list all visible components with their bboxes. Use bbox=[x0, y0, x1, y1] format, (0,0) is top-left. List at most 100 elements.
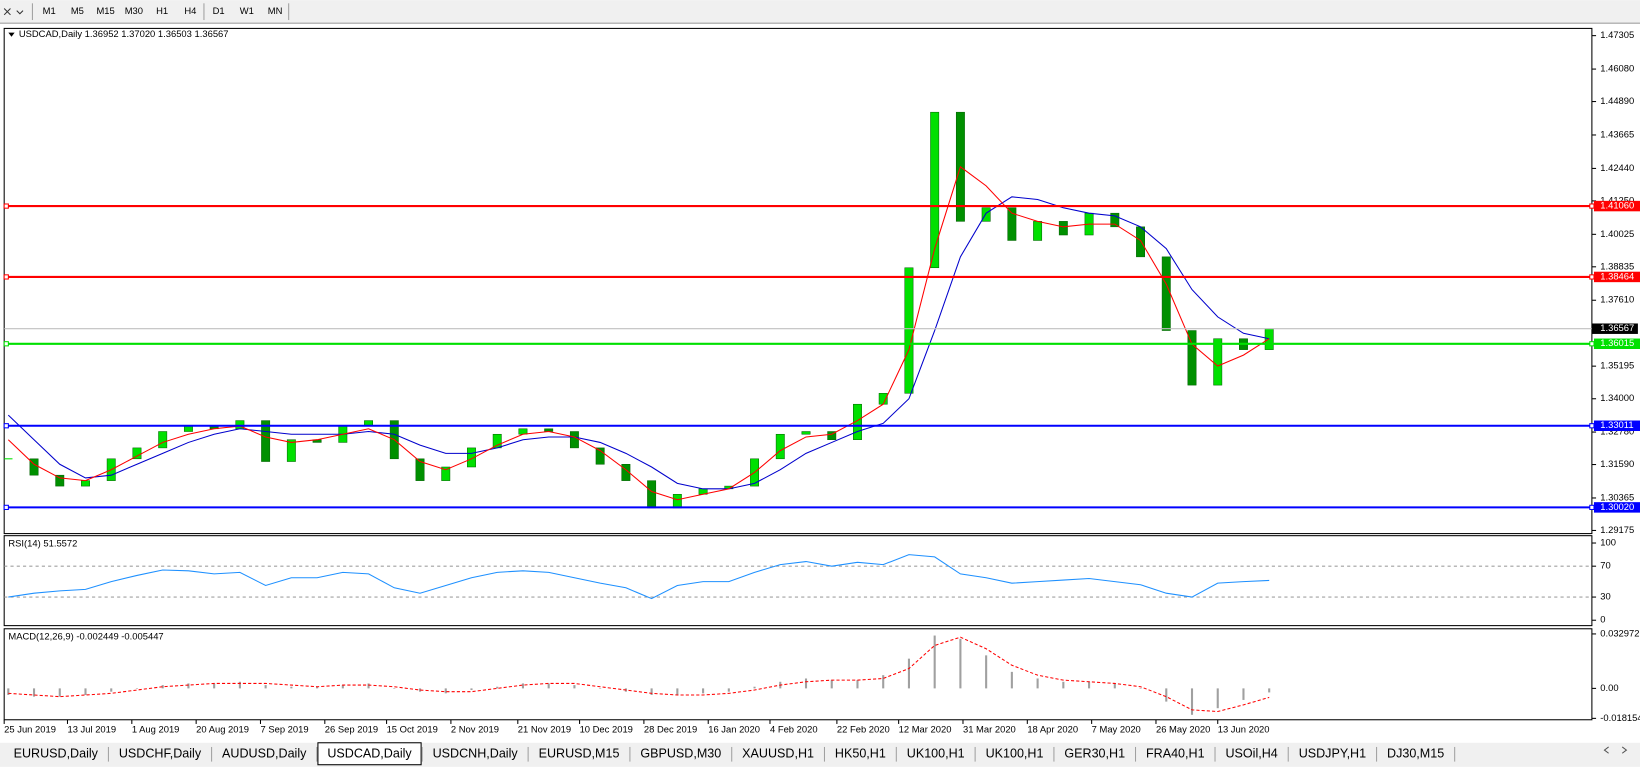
macd-bar bbox=[7, 688, 10, 695]
level-handle bbox=[1589, 203, 1595, 209]
tab-label[interactable]: GBPUSD,M30 bbox=[640, 747, 721, 761]
tab-label[interactable]: UK100,H1 bbox=[986, 747, 1044, 761]
y-tick-label: -0.018154 bbox=[1600, 712, 1640, 723]
tab[interactable] bbox=[976, 744, 1053, 764]
level-box bbox=[1593, 420, 1640, 431]
tab[interactable] bbox=[897, 744, 975, 764]
timeframe-button[interactable]: D1 bbox=[213, 5, 225, 16]
timeframe-button[interactable]: MN bbox=[268, 5, 283, 16]
x-tick-label: 13 Jul 2019 bbox=[67, 724, 116, 735]
x-tick-label: 13 Jun 2020 bbox=[1218, 724, 1270, 735]
tab[interactable] bbox=[317, 742, 422, 766]
macd-bar bbox=[856, 680, 859, 689]
y-tick-label: 1.46080 bbox=[1600, 63, 1634, 74]
tab-label[interactable]: EURUSD,M15 bbox=[539, 747, 620, 761]
tab[interactable] bbox=[423, 744, 528, 764]
y-tick-label: 1.44890 bbox=[1600, 95, 1634, 106]
tab[interactable] bbox=[4, 744, 108, 764]
level-label: 1.33011 bbox=[1600, 419, 1633, 430]
macd-bar bbox=[290, 686, 293, 689]
tab-label[interactable]: USOil,H4 bbox=[1225, 747, 1277, 761]
x-tick-label: 25 Jun 2019 bbox=[4, 724, 56, 735]
tab[interactable] bbox=[630, 744, 731, 764]
macd-bar bbox=[1268, 688, 1271, 693]
candle bbox=[930, 111, 940, 269]
macd-bar bbox=[418, 688, 422, 692]
level-handle bbox=[3, 341, 9, 347]
tab[interactable] bbox=[825, 744, 896, 764]
macd-signal bbox=[8, 636, 1270, 713]
level-label: 1.41060 bbox=[1600, 200, 1634, 211]
y-tick-label: 1.29175 bbox=[1600, 524, 1634, 535]
macd-bar bbox=[933, 635, 936, 689]
tab-label[interactable]: GER30,H1 bbox=[1064, 747, 1125, 761]
x-tick-label: 26 Sep 2019 bbox=[325, 724, 378, 735]
macd-bar bbox=[985, 655, 988, 689]
macd-bar bbox=[238, 681, 241, 689]
tab-label[interactable]: USDCHF,Daily bbox=[119, 747, 202, 761]
macd-bar bbox=[882, 675, 885, 689]
toolbar-icon[interactable] bbox=[3, 8, 24, 16]
level-handle bbox=[1589, 274, 1595, 280]
tab[interactable] bbox=[1054, 744, 1135, 764]
tab-scroll[interactable] bbox=[1603, 746, 1628, 754]
macd-bar bbox=[830, 680, 833, 689]
tab-label[interactable]: USDJPY,H1 bbox=[1299, 747, 1366, 761]
x-tick-label: 1 Aug 2019 bbox=[132, 724, 180, 735]
level-handle bbox=[3, 274, 9, 280]
timeframe-button[interactable]: M15 bbox=[96, 5, 114, 16]
tab-label[interactable]: UK100,H1 bbox=[907, 747, 965, 761]
tab[interactable] bbox=[109, 744, 211, 764]
macd-bar bbox=[393, 688, 396, 689]
macd-bar bbox=[1036, 678, 1039, 689]
candle bbox=[981, 207, 991, 222]
candle bbox=[55, 474, 65, 487]
level-box bbox=[1593, 200, 1640, 212]
tab[interactable] bbox=[1377, 744, 1454, 764]
macd-bar bbox=[702, 688, 705, 694]
tab[interactable] bbox=[212, 744, 316, 764]
level-handle bbox=[3, 423, 9, 429]
timeframe-button[interactable]: W1 bbox=[240, 5, 254, 16]
tab-label[interactable]: EURUSD,Daily bbox=[14, 747, 99, 761]
macd-bar bbox=[1190, 688, 1194, 715]
candle bbox=[81, 480, 90, 487]
y-tick-label: 100 bbox=[1600, 537, 1616, 548]
x-tick-label: 15 Oct 2019 bbox=[387, 724, 438, 735]
tab-label[interactable]: XAUUSD,H1 bbox=[742, 747, 814, 761]
tab-label[interactable]: DJ30,M15 bbox=[1387, 747, 1444, 761]
timeframe-button[interactable]: H4 bbox=[184, 5, 196, 16]
tab[interactable] bbox=[1216, 744, 1288, 764]
x-tick-label: 21 Nov 2019 bbox=[518, 724, 571, 735]
tab-label[interactable]: USDCAD,Daily bbox=[327, 747, 412, 761]
macd-bar bbox=[1010, 671, 1013, 689]
tab-label[interactable]: USDCNH,Daily bbox=[433, 747, 519, 761]
timeframe-button[interactable]: M5 bbox=[71, 5, 84, 16]
symbol-menu[interactable] bbox=[8, 32, 15, 37]
y-tick-label: 1.43665 bbox=[1600, 128, 1634, 139]
timeframe-button[interactable]: H1 bbox=[156, 5, 168, 16]
y-tick-label: 0.00 bbox=[1600, 682, 1618, 693]
macd-bar bbox=[187, 683, 190, 689]
macd-bar bbox=[1139, 688, 1142, 689]
macd-bar bbox=[1113, 683, 1116, 689]
tab[interactable] bbox=[1136, 744, 1214, 764]
tab-label[interactable]: FRA40,H1 bbox=[1146, 747, 1205, 761]
tab-label[interactable]: HK50,H1 bbox=[835, 747, 886, 761]
level-label: 1.36015 bbox=[1600, 337, 1634, 348]
candle bbox=[1213, 338, 1223, 386]
rsi-title: RSI(14) 51.5572 bbox=[8, 538, 77, 549]
macd-bar bbox=[1216, 688, 1219, 709]
tab[interactable] bbox=[529, 744, 629, 764]
level-label: 1.30020 bbox=[1600, 501, 1634, 512]
level-handle bbox=[1589, 423, 1595, 429]
macd-bar bbox=[959, 638, 962, 689]
timeframe-button[interactable]: M1 bbox=[43, 5, 56, 16]
x-tick-label: 7 Sep 2019 bbox=[260, 724, 308, 735]
tab-label[interactable]: AUDUSD,Daily bbox=[222, 747, 307, 761]
tab[interactable] bbox=[732, 744, 824, 764]
candle bbox=[1110, 212, 1120, 228]
timeframe-button[interactable]: M30 bbox=[125, 5, 143, 16]
tab[interactable] bbox=[1289, 744, 1376, 764]
